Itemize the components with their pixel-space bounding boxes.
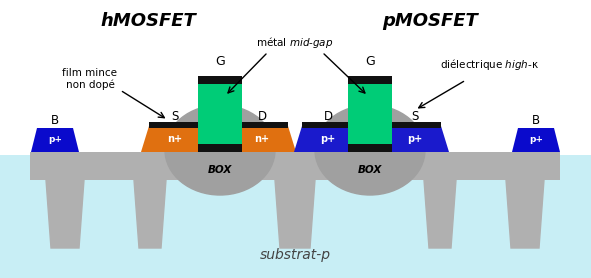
Polygon shape [506, 180, 544, 248]
Text: B: B [51, 113, 59, 126]
Text: p+: p+ [529, 135, 543, 145]
Text: D: D [323, 110, 333, 123]
Text: p+: p+ [407, 134, 423, 144]
Bar [348, 144, 392, 152]
Text: n+: n+ [167, 134, 183, 144]
Text: BOX: BOX [358, 165, 382, 175]
Text: B: B [532, 113, 540, 126]
Bar [348, 76, 392, 84]
Bar [201, 144, 236, 152]
Ellipse shape [165, 105, 275, 195]
Bar [348, 84, 392, 144]
Text: diélectrique $\mathit{high}$-κ: diélectrique $\mathit{high}$-κ [440, 58, 540, 73]
Ellipse shape [315, 105, 425, 195]
Polygon shape [294, 126, 362, 152]
Polygon shape [275, 180, 315, 248]
Text: film mince
non dopé: film mince non dopé [63, 68, 118, 90]
Polygon shape [46, 180, 84, 248]
Text: métal $\mathit{mid}$$\mathit{\text{-}gap}$: métal $\mathit{mid}$$\mathit{\text{-}gap… [256, 34, 334, 49]
Bar [149, 122, 201, 128]
Text: substrat-p: substrat-p [259, 248, 330, 262]
Bar [0, 155, 591, 278]
Bar [236, 122, 288, 128]
Polygon shape [31, 128, 79, 152]
Text: G: G [365, 55, 375, 68]
Text: S: S [411, 110, 418, 123]
Text: D: D [258, 110, 267, 123]
Text: BOX: BOX [208, 165, 232, 175]
Bar [198, 144, 242, 152]
Bar [30, 152, 560, 180]
Text: p+: p+ [320, 134, 336, 144]
Text: G: G [215, 55, 225, 68]
Bar [198, 84, 242, 144]
Bar [354, 144, 389, 152]
Polygon shape [228, 126, 296, 152]
Text: p+: p+ [48, 135, 62, 145]
Polygon shape [141, 126, 209, 152]
Polygon shape [424, 180, 456, 248]
Polygon shape [134, 180, 166, 248]
Polygon shape [512, 128, 560, 152]
Text: hMOSFET: hMOSFET [100, 12, 196, 30]
Text: n+: n+ [255, 134, 269, 144]
Polygon shape [381, 126, 449, 152]
Text: pMOSFET: pMOSFET [382, 12, 478, 30]
Bar [389, 122, 441, 128]
Bar [302, 122, 354, 128]
Text: S: S [171, 110, 178, 123]
Bar [198, 76, 242, 84]
